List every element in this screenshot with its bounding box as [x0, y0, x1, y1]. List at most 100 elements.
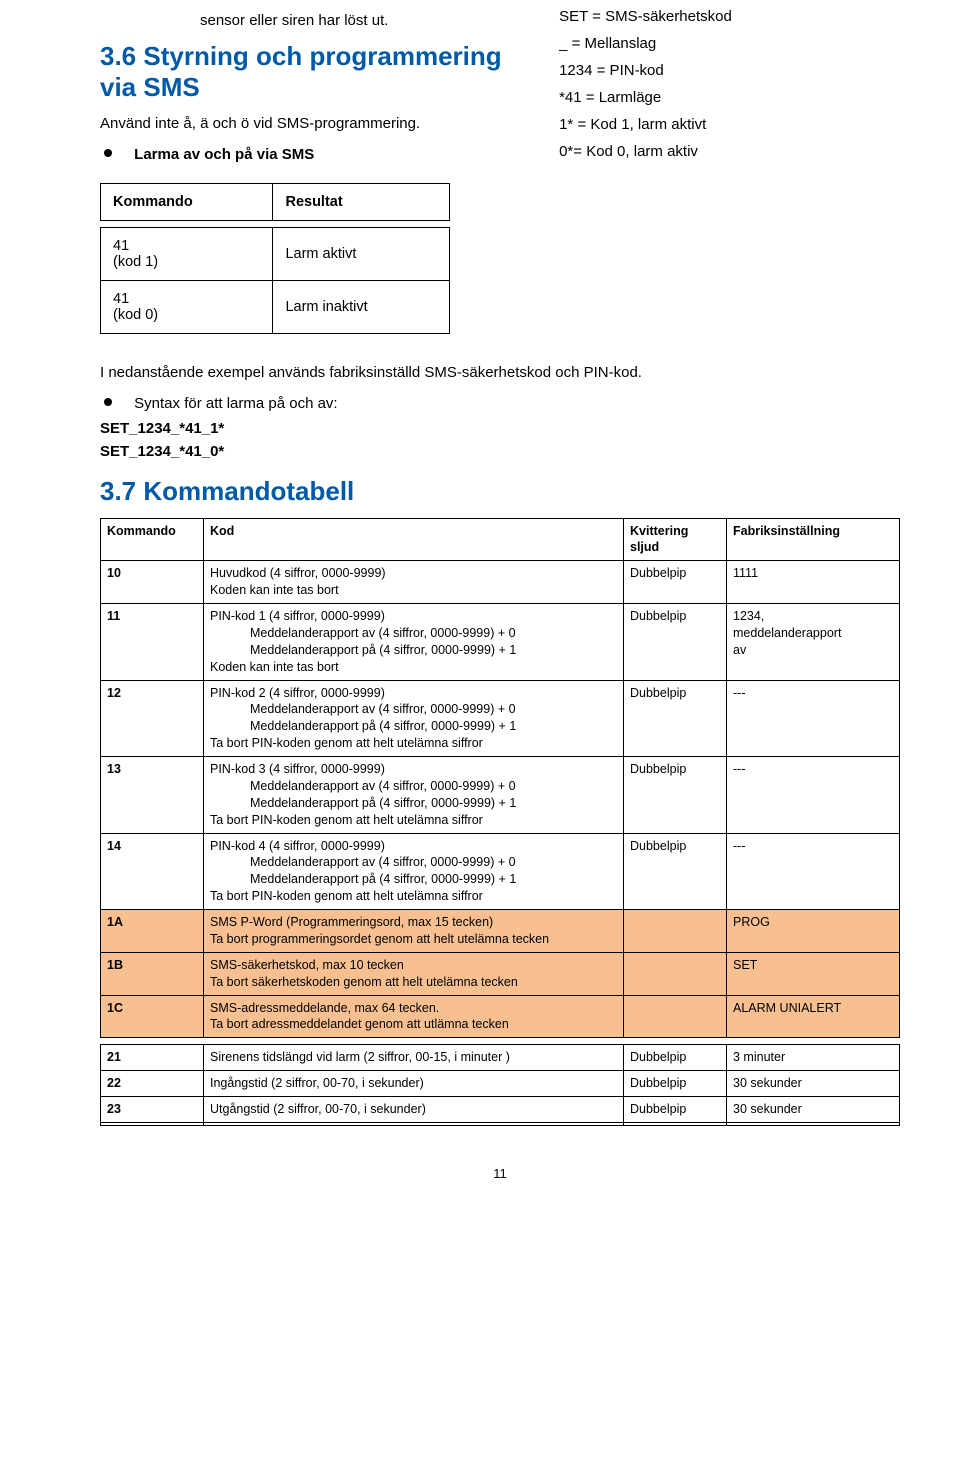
th-kod: Kod [204, 518, 624, 561]
v: Ta bort programmeringsordet genom att he… [210, 932, 549, 946]
v: Ta bort säkerhetskoden genom att helt ut… [210, 975, 518, 989]
v: SMS P-Word (Programmeringsord, max 15 te… [210, 915, 493, 929]
td: SMS P-Word (Programmeringsord, max 15 te… [204, 910, 624, 953]
td: 13 [101, 757, 204, 834]
td: 11 [101, 604, 204, 681]
th-kommando: Kommando [101, 184, 273, 221]
td: 1234, meddelanderapport av [727, 604, 900, 681]
v: SMS-adressmeddelande, max 64 tecken. [210, 1001, 439, 1015]
v: (kod 0) [113, 307, 158, 323]
v: PIN-kod 4 (4 siffror, 0000-9999) [210, 839, 385, 853]
td: 10 [101, 561, 204, 604]
td: 30 sekunder [727, 1097, 900, 1123]
td: --- [727, 833, 900, 910]
td: PIN-kod 1 (4 siffror, 0000-9999) Meddela… [204, 604, 624, 681]
td: Sirenens tidslängd vid larm (2 siffror, … [204, 1045, 624, 1071]
def-pin: 1234 = PIN-kod [559, 60, 900, 81]
td: --- [727, 680, 900, 757]
table-header-row: Kommando Kod Kvittering sljud Fabriksins… [101, 518, 900, 561]
td: Dubbelpip [624, 833, 727, 910]
td-larm-aktivt: Larm aktivt [273, 228, 450, 281]
td-kod0: 41 (kod 0) [101, 281, 273, 334]
td: 22 [101, 1071, 204, 1097]
td: 1111 [727, 561, 900, 604]
td [624, 910, 727, 953]
row-spacer [101, 221, 450, 228]
v: Meddelanderapport på (4 siffror, 0000-99… [210, 642, 617, 659]
v: (kod 1) [113, 254, 158, 270]
table-row-highlight: 1A SMS P-Word (Programmeringsord, max 15… [101, 910, 900, 953]
th-kommando: Kommando [101, 518, 204, 561]
td: Huvudkod (4 siffror, 0000-9999) Koden ka… [204, 561, 624, 604]
table-row: 22 Ingångstid (2 siffror, 00-70, i sekun… [101, 1071, 900, 1097]
v: Meddelanderapport på (4 siffror, 0000-99… [210, 718, 617, 735]
mid-paragraph: I nedanstående exempel används fabriksin… [100, 362, 900, 383]
th-resultat: Resultat [273, 184, 450, 221]
td: Ingångstid (2 siffror, 00-70, i sekunder… [204, 1071, 624, 1097]
td: PROG [727, 910, 900, 953]
v: Meddelanderapport av (4 siffror, 0000-99… [210, 854, 617, 871]
td: 30 sekunder [727, 1071, 900, 1097]
row-spacer [101, 1122, 900, 1125]
td-kod1: 41 (kod 1) [101, 228, 273, 281]
td [624, 995, 727, 1038]
table-row: 13 PIN-kod 3 (4 siffror, 0000-9999) Medd… [101, 757, 900, 834]
row-spacer [101, 1038, 900, 1045]
top-columns: sensor eller siren har löst ut. 3.6 Styr… [100, 0, 900, 169]
v: Meddelanderapport på (4 siffror, 0000-99… [210, 795, 617, 812]
v: 41 [113, 238, 129, 254]
v: Koden kan inte tas bort [210, 660, 339, 674]
td: SET [727, 952, 900, 995]
bullet-text: Larma av och på via SMS [134, 146, 314, 163]
v: Meddelanderapport på (4 siffror, 0000-99… [210, 871, 617, 888]
td: PIN-kod 2 (4 siffror, 0000-9999) Meddela… [204, 680, 624, 757]
v: Kvittering [630, 524, 688, 538]
td: 1B [101, 952, 204, 995]
v: Meddelanderapport av (4 siffror, 0000-99… [210, 778, 617, 795]
page-number: 11 [100, 1166, 900, 1181]
td-larm-inaktivt: Larm inaktivt [273, 281, 450, 334]
v: SMS-säkerhetskod, max 10 tecken [210, 958, 404, 972]
kommando-resultat-table: Kommando Resultat 41 (kod 1) Larm aktivt… [100, 183, 450, 334]
td: Dubbelpip [624, 1071, 727, 1097]
v: Ta bort PIN-koden genom att helt utelämn… [210, 813, 483, 827]
table-row: 41 (kod 1) Larm aktivt [101, 228, 450, 281]
def-space: _ = Mellanslag [559, 33, 900, 54]
v: Ta bort PIN-koden genom att helt utelämn… [210, 736, 483, 750]
code-line-2: SET_1234_*41_0* [100, 441, 900, 462]
heading-3-7: 3.7 Kommandotabell [100, 476, 900, 507]
td: SMS-säkerhetskod, max 10 tecken Ta bort … [204, 952, 624, 995]
v: PIN-kod 3 (4 siffror, 0000-9999) [210, 762, 385, 776]
right-column: SET = SMS-säkerhetskod _ = Mellanslag 12… [559, 0, 900, 168]
table-row: 21 Sirenens tidslängd vid larm (2 siffro… [101, 1045, 900, 1071]
v: Meddelanderapport av (4 siffror, 0000-99… [210, 625, 617, 642]
bullet-text: Syntax för att larma på och av: [134, 395, 337, 412]
table-row: 23 Utgångstid (2 siffror, 00-70, i sekun… [101, 1097, 900, 1123]
td: Dubbelpip [624, 604, 727, 681]
td: 1C [101, 995, 204, 1038]
table-row: 11 PIN-kod 1 (4 siffror, 0000-9999) Medd… [101, 604, 900, 681]
v: PIN-kod 1 (4 siffror, 0000-9999) [210, 609, 385, 623]
code-line-1: SET_1234_*41_1* [100, 418, 900, 439]
heading-3-6: 3.6 Styrning och programmering via SMS [100, 41, 509, 103]
left-column: sensor eller siren har löst ut. 3.6 Styr… [100, 0, 509, 169]
v: Ta bort adressmeddelandet genom att utlä… [210, 1017, 509, 1031]
td [624, 952, 727, 995]
v: Meddelanderapport av (4 siffror, 0000-99… [210, 701, 617, 718]
td: Dubbelpip [624, 757, 727, 834]
td: 12 [101, 680, 204, 757]
td: SMS-adressmeddelande, max 64 tecken. Ta … [204, 995, 624, 1038]
table-header-row: Kommando Resultat [101, 184, 450, 221]
td: Dubbelpip [624, 680, 727, 757]
def-kod1: 1* = Kod 1, larm aktivt [559, 114, 900, 135]
table-row: 14 PIN-kod 4 (4 siffror, 0000-9999) Medd… [101, 833, 900, 910]
td: --- [727, 757, 900, 834]
v: Koden kan inte tas bort [210, 583, 339, 597]
table-row: 41 (kod 0) Larm inaktivt [101, 281, 450, 334]
page: sensor eller siren har löst ut. 3.6 Styr… [0, 0, 960, 1221]
intro-line: sensor eller siren har löst ut. [200, 10, 509, 31]
table-row-highlight: 1B SMS-säkerhetskod, max 10 tecken Ta bo… [101, 952, 900, 995]
v: Ta bort PIN-koden genom att helt utelämn… [210, 889, 483, 903]
td: Utgångstid (2 siffror, 00-70, i sekunder… [204, 1097, 624, 1123]
td: Dubbelpip [624, 1045, 727, 1071]
